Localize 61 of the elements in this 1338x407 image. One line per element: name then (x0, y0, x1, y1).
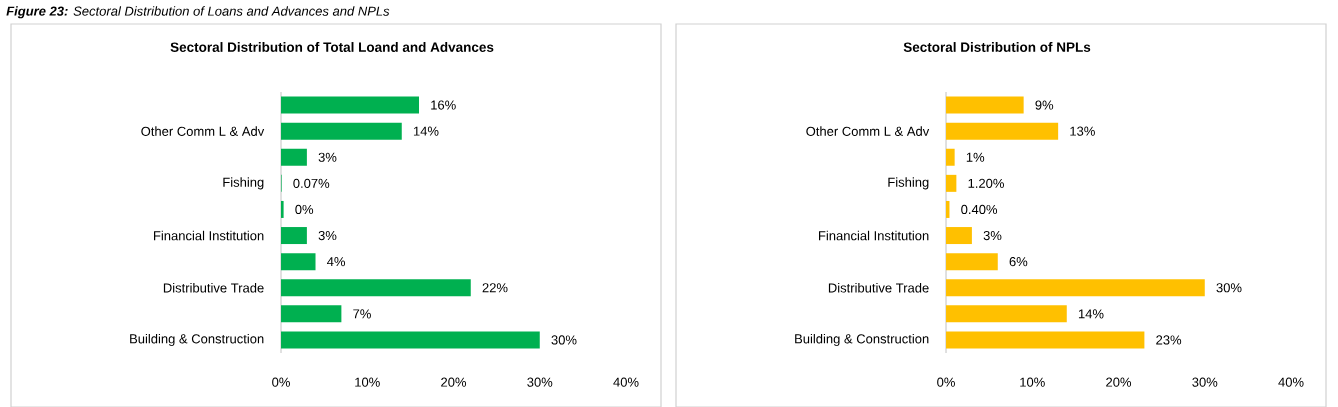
data-label: 6% (1009, 257, 1028, 267)
x-tick-label: 0% (937, 377, 955, 387)
y-tick-label: Fishing (223, 177, 264, 190)
data-label: 23% (1156, 335, 1182, 345)
x-tick-label: 40% (1278, 377, 1304, 387)
x-tick-label: 10% (1020, 377, 1045, 387)
data-label: 14% (413, 126, 439, 136)
data-label: 3% (983, 230, 1002, 241)
bar (946, 174, 957, 192)
data-label: 7% (353, 309, 371, 319)
y-tick-label: Building & Construction (795, 333, 929, 347)
data-label: 16% (431, 100, 456, 110)
x-tick-label: 30% (527, 377, 553, 387)
chart-title: Sectoral Distribution of NPLs (903, 42, 1091, 52)
y-tick-label: Financial Institution (154, 230, 264, 241)
text: Figure 23: Sectoral Distribution of Loans and Advances and NPLs (6, 6, 390, 19)
x-tick-label: 0% (272, 377, 290, 387)
bar (281, 279, 471, 297)
data-label: 1% (966, 152, 985, 162)
bar (946, 122, 1059, 140)
x-tick-label: 30% (1192, 377, 1218, 387)
data-label: 0% (295, 204, 314, 215)
data-label: 1.20% (968, 178, 1004, 188)
data-label: 3% (318, 230, 337, 241)
bar (946, 331, 1145, 349)
data-label: 22% (482, 283, 508, 293)
bar (281, 148, 307, 166)
y-tick-label: Other Comm L & Adv (141, 126, 265, 136)
bar (946, 96, 1024, 114)
data-label: 13% (1070, 126, 1095, 136)
y-tick-label: Distributive Trade (163, 282, 264, 293)
bar (281, 122, 402, 140)
data-label: 30% (1216, 283, 1242, 293)
bar (281, 96, 420, 114)
bar (281, 253, 316, 271)
bar (946, 279, 1205, 297)
y-tick-label: Financial Institution (819, 230, 929, 241)
y-tick-label: Distributive Trade (828, 282, 929, 293)
data-label: 3% (318, 152, 337, 162)
bar (281, 200, 284, 218)
data-label: 30% (551, 335, 577, 345)
data-label: 0.07% (293, 178, 330, 188)
bar (281, 305, 342, 323)
bar (946, 148, 955, 166)
x-tick-label: 20% (1106, 377, 1132, 387)
bar (281, 227, 307, 245)
x-tick-label: 10% (355, 377, 380, 387)
chart-title: Sectoral Distribution of Total Loand and Advances (170, 42, 494, 52)
y-tick-label: Other Comm L & Adv (806, 126, 930, 136)
bar (281, 331, 540, 349)
y-tick-label: Building & Construction (130, 333, 264, 347)
data-label: 0.40% (961, 204, 998, 215)
x-tick-label: 40% (613, 377, 639, 387)
bar (946, 305, 1067, 323)
data-label: 14% (1078, 309, 1104, 319)
data-label: 4% (327, 257, 346, 267)
x-tick-label: 20% (441, 377, 467, 387)
bar (946, 253, 998, 271)
data-label: 9% (1035, 100, 1054, 110)
y-tick-label: Fishing (888, 177, 929, 190)
bar (946, 227, 972, 245)
